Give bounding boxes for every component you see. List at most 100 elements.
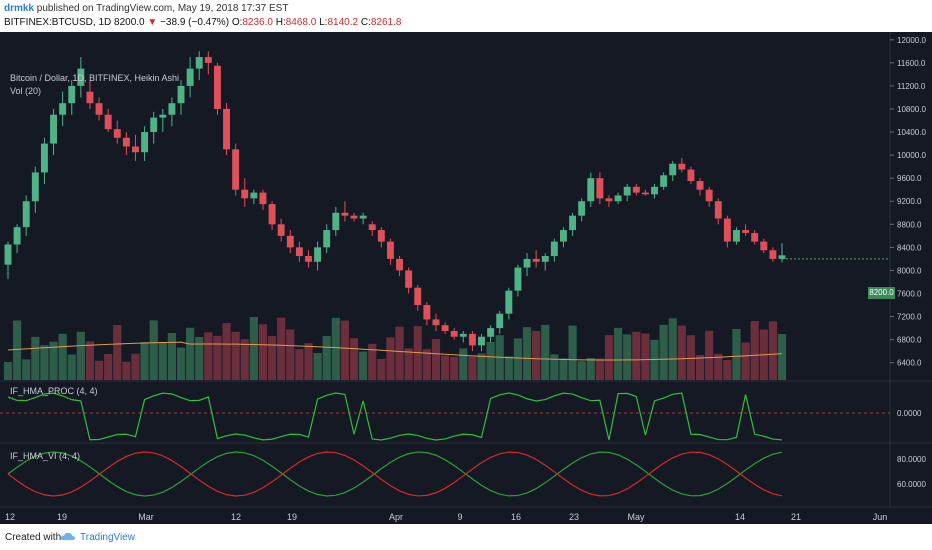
candle-body <box>4 244 12 265</box>
volume-bar <box>777 333 787 380</box>
volume-bar <box>431 338 441 380</box>
volume-bar <box>377 359 386 380</box>
volume-bar <box>613 327 623 380</box>
volume-bar <box>741 342 750 380</box>
candle-body <box>423 305 431 320</box>
candle-body <box>377 230 385 242</box>
candle-body <box>332 212 340 231</box>
main-series-label[interactable]: Bitcoin / Dollar, 1D, BITFINEX, Heikin A… <box>10 73 180 83</box>
price-axis-label: 11200.0 <box>897 82 926 91</box>
volume-bar <box>31 336 40 380</box>
candle-body <box>277 224 285 236</box>
volume-bar <box>149 320 158 380</box>
author-link[interactable]: drmkk <box>4 3 35 14</box>
vi-axis-label: 80.0000 <box>897 455 926 464</box>
candle-body <box>314 247 322 262</box>
chart-canvas[interactable]: 12000.0 11600.0 11200.0 10800.0 10400.0 10000… <box>0 32 932 524</box>
candle-body <box>368 224 376 231</box>
volume-bar <box>750 321 759 380</box>
volume-bar <box>76 331 85 380</box>
volume-bar <box>677 325 686 380</box>
volume-bar <box>158 342 167 380</box>
candle-body <box>496 313 504 329</box>
volume-bar <box>58 333 67 380</box>
volume-label[interactable]: Vol (20) <box>10 86 42 96</box>
candle-body <box>660 175 668 187</box>
candle-body <box>113 129 121 138</box>
volume-bar <box>258 324 268 380</box>
candle-body <box>441 325 449 331</box>
volume-bar <box>504 356 513 380</box>
price-axis-label: 8000.0 <box>897 266 922 275</box>
candle-body <box>177 85 185 104</box>
candle-body <box>77 68 85 86</box>
candle-body <box>478 336 485 346</box>
candle-body <box>104 114 112 130</box>
volume-bar <box>577 361 586 380</box>
candle-body <box>742 230 750 233</box>
volume-bar <box>440 355 450 380</box>
volume-bar <box>3 362 13 380</box>
volume-bar <box>286 329 295 380</box>
time-axis-label: May <box>627 512 645 522</box>
price-axis-label: 6400.0 <box>897 359 922 368</box>
tradingview-brand[interactable]: TradingView <box>80 532 136 543</box>
chart-area[interactable]: 12000.0 11600.0 11200.0 10800.0 10400.0 10000… <box>0 32 932 524</box>
candle-body <box>95 103 103 115</box>
vi-pane-label[interactable]: IF_HMA_VI (4, 4) <box>10 451 81 461</box>
proc-pane-label[interactable]: IF_HMA_PROC (4, 4) <box>10 386 98 396</box>
candle-body <box>641 192 649 195</box>
candle-body <box>541 256 549 262</box>
candle-body <box>186 68 194 86</box>
time-axis-label: 9 <box>457 512 462 522</box>
candle-body <box>723 218 731 242</box>
candle-body <box>68 85 76 104</box>
volume-bar <box>94 360 104 380</box>
candle-body <box>50 114 57 144</box>
price-axis-label: 10400.0 <box>897 128 926 137</box>
symbol-label[interactable]: BITFINEX:BTCUSD, 1D <box>4 17 112 28</box>
volume-bar <box>49 341 58 380</box>
candle-body <box>22 201 30 228</box>
time-axis-label: 19 <box>57 512 67 522</box>
candle-body <box>204 57 212 63</box>
candle-body <box>86 91 94 104</box>
time-axis-label: 21 <box>791 512 801 522</box>
volume-bar <box>541 324 550 380</box>
price-axis-label: 10800.0 <box>897 105 926 114</box>
volume-bar <box>40 345 49 380</box>
volume-bar <box>195 336 204 380</box>
volume-bar <box>659 324 668 380</box>
time-axis-label: Mar <box>138 512 154 522</box>
candle-body <box>751 232 759 242</box>
candle-body <box>532 258 540 262</box>
candle-body <box>714 201 722 219</box>
price-axis-label: 9200.0 <box>897 197 922 206</box>
volume-bar <box>623 334 632 380</box>
close-value: 8261.8 <box>370 17 402 28</box>
candle-body <box>487 328 495 337</box>
volume-bar <box>386 337 395 380</box>
volume-bar <box>550 354 559 380</box>
volume-bar <box>304 343 313 380</box>
volume-bar <box>604 335 614 380</box>
high-value: 8468.0 <box>285 17 317 28</box>
candle-body <box>778 255 786 259</box>
time-axis-label: 19 <box>287 512 297 522</box>
volume-bar <box>140 342 149 380</box>
volume-bar <box>532 330 541 380</box>
candle-body <box>150 117 158 133</box>
candle-body <box>13 227 21 245</box>
down-arrow-icon: ▼ <box>147 17 158 28</box>
volume-bar <box>85 341 95 380</box>
volume-bar <box>231 331 240 380</box>
low-label: L: <box>319 17 328 28</box>
volume-bar <box>67 354 76 380</box>
candle-body <box>523 258 531 268</box>
candle-body <box>569 215 577 231</box>
price-axis-label: 9600.0 <box>897 174 922 183</box>
price-axis-label: 12000.0 <box>897 36 926 45</box>
proc-axis-label: 0.0000 <box>897 409 922 418</box>
time-axis-label: 14 <box>735 512 745 522</box>
volume-bar <box>450 356 459 380</box>
